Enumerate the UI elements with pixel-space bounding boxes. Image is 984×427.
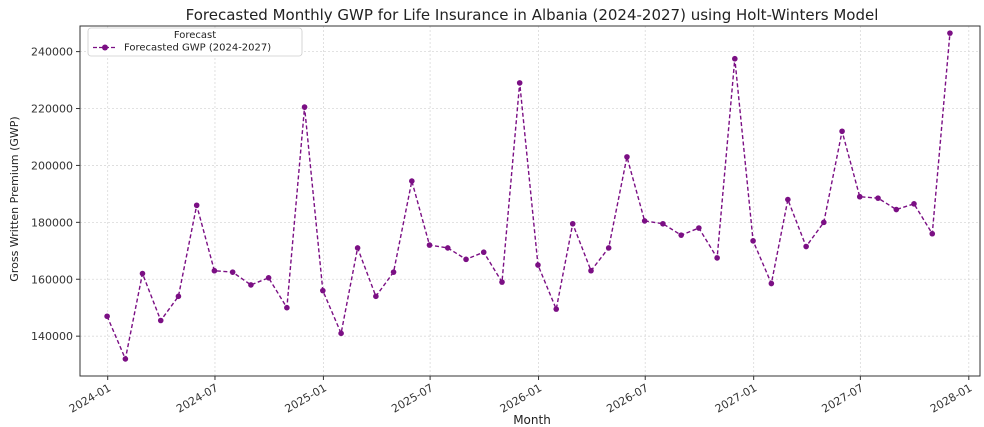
data-point xyxy=(301,104,308,110)
data-point xyxy=(516,80,523,86)
data-point xyxy=(732,55,738,62)
x-tick-label: 2024-07 xyxy=(174,381,220,415)
y-tick-label: 140000 xyxy=(31,330,73,343)
data-point xyxy=(284,304,290,311)
data-point xyxy=(193,202,200,209)
data-point xyxy=(911,201,917,207)
y-tick-label: 200000 xyxy=(31,159,73,172)
data-point xyxy=(678,232,684,238)
series-line xyxy=(106,33,951,362)
data-point xyxy=(696,225,702,231)
data-point xyxy=(354,245,361,251)
data-point xyxy=(463,256,469,263)
axes-layer xyxy=(76,25,981,380)
data-point xyxy=(821,219,827,226)
data-point xyxy=(480,249,487,256)
data-point xyxy=(211,267,218,274)
x-tick-label: 2025-01 xyxy=(283,381,329,415)
legend-series-label: Forecasted GWP (2024-2027) xyxy=(124,43,271,54)
data-point xyxy=(175,293,182,300)
data-point xyxy=(229,269,236,275)
data-point xyxy=(499,279,505,285)
data-point xyxy=(553,306,560,312)
y-tick-label: 240000 xyxy=(31,46,73,59)
data-point xyxy=(768,280,775,287)
grid-lines xyxy=(80,26,980,376)
y-axis-label: Gross Written Premium (GWP) xyxy=(8,116,21,281)
data-point xyxy=(535,262,541,268)
legend: Forecast Forecasted GWP (2024-2027) xyxy=(87,27,303,57)
data-point xyxy=(569,220,576,227)
data-point xyxy=(929,230,936,237)
y-tick-label: 180000 xyxy=(31,216,73,229)
legend-marker xyxy=(102,44,108,51)
data-point xyxy=(660,220,666,227)
x-tick-label: 2027-01 xyxy=(713,381,759,415)
data-point xyxy=(104,313,110,320)
data-point xyxy=(265,275,272,281)
x-tick-label: 2026-01 xyxy=(498,381,544,415)
data-point xyxy=(947,30,953,36)
data-point xyxy=(803,243,809,250)
data-point xyxy=(714,255,720,261)
data-point xyxy=(444,245,451,251)
chart-title: Forecasted Monthly GWP for Life Insuranc… xyxy=(186,6,879,24)
data-point xyxy=(139,270,146,277)
data-point xyxy=(893,206,900,213)
data-point xyxy=(785,196,791,203)
data-point xyxy=(373,293,379,300)
data-point xyxy=(641,218,648,224)
data-point xyxy=(338,330,344,337)
data-point xyxy=(122,356,129,362)
data-point xyxy=(875,195,881,201)
x-tick-label: 2024-01 xyxy=(67,381,113,415)
data-point xyxy=(856,193,863,200)
y-tick-label: 160000 xyxy=(31,273,73,286)
data-point xyxy=(624,154,630,160)
series-layer xyxy=(104,30,953,362)
y-tick-label: 220000 xyxy=(31,103,73,116)
data-point xyxy=(248,282,254,288)
x-tick-label: 2028-01 xyxy=(928,381,974,415)
data-point xyxy=(426,242,433,248)
x-axis-label: Month xyxy=(513,413,551,427)
data-point xyxy=(409,178,415,184)
data-point xyxy=(320,287,326,294)
x-tick-label: 2025-07 xyxy=(389,381,435,415)
data-point xyxy=(390,269,397,275)
data-point xyxy=(588,267,594,274)
data-point xyxy=(605,245,612,251)
data-point xyxy=(839,128,845,135)
legend-title: Forecast xyxy=(174,30,216,41)
data-point xyxy=(750,238,756,244)
tick-labels: 140000 160000 180000 200000 220000 240000 2024… xyxy=(31,46,974,416)
plot-frame xyxy=(79,25,981,377)
data-point xyxy=(157,317,164,324)
x-tick-label: 2027-07 xyxy=(820,381,866,415)
x-tick-label: 2026-07 xyxy=(604,381,650,415)
legend-box xyxy=(87,27,303,57)
